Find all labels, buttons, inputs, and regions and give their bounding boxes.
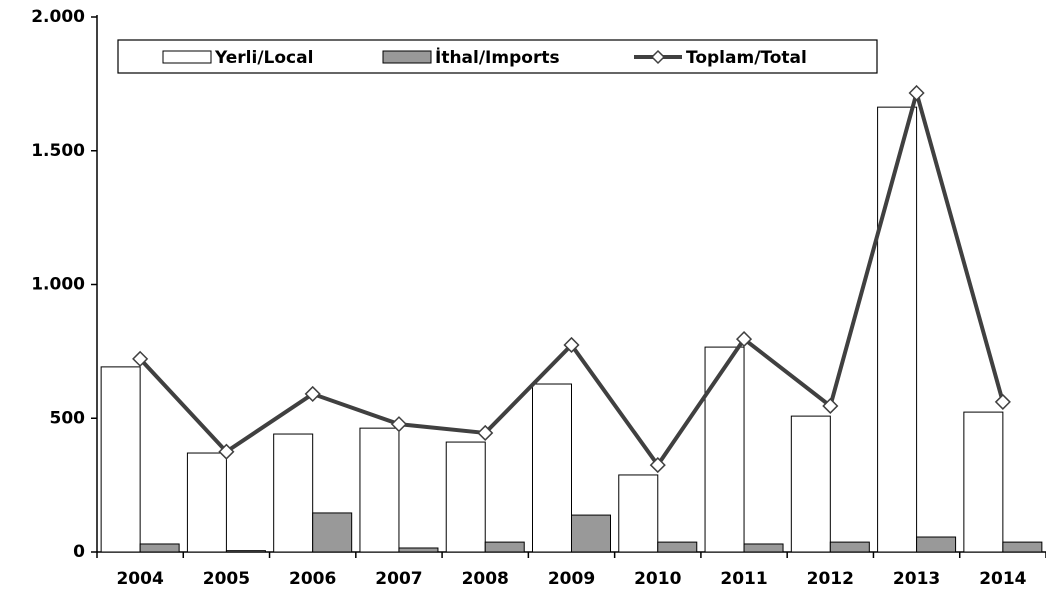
marker [477, 424, 494, 442]
x-tick-label: 2008 [462, 569, 509, 589]
bar [445, 441, 486, 553]
marker [132, 350, 149, 367]
x-tick-label: 2014 [979, 569, 1026, 589]
marker [649, 457, 666, 474]
marker [304, 385, 321, 402]
bar [532, 383, 572, 553]
bar [657, 541, 698, 553]
y-tick-label: 1.000 [31, 275, 85, 295]
bar [273, 433, 314, 553]
bar [312, 512, 353, 553]
bar [963, 411, 1004, 553]
y-tick-label: 0 [73, 542, 85, 562]
bar [186, 452, 227, 553]
marker [908, 84, 925, 102]
bar [790, 415, 831, 553]
marker [218, 443, 235, 460]
legend-label: Yerli/Local [214, 48, 313, 68]
y-tick-label: 1.500 [31, 141, 85, 161]
y-tick-label: 2.000 [31, 7, 85, 27]
bar [398, 547, 439, 553]
y-tick-label: 500 [50, 408, 86, 428]
legend-swatch [382, 50, 432, 64]
bar [100, 366, 141, 553]
bar [359, 427, 400, 553]
bar [877, 106, 918, 553]
x-tick-label: 2012 [807, 569, 854, 589]
bar [829, 541, 870, 553]
legend-swatch [162, 50, 212, 64]
bar [704, 346, 745, 553]
marker [822, 397, 839, 415]
bar [225, 550, 266, 553]
marker [563, 336, 580, 354]
legend-label: İthal/Imports [435, 46, 560, 68]
x-tick-label: 2004 [116, 569, 163, 589]
bar [484, 541, 525, 553]
x-tick-label: 2010 [634, 569, 681, 589]
x-tick-label: 2011 [720, 569, 767, 589]
legend-box [117, 39, 878, 74]
legend-label: Toplam/Total [686, 48, 807, 68]
x-tick-label: 2009 [548, 569, 595, 589]
x-tick-label: 2006 [289, 569, 336, 589]
bar [618, 474, 659, 553]
bar [139, 543, 180, 553]
bar [571, 514, 611, 553]
x-tick-label: 2013 [893, 569, 940, 589]
bar [916, 536, 957, 553]
x-tick-label: 2005 [203, 569, 250, 589]
legend-marker [650, 49, 666, 65]
marker [735, 331, 753, 348]
marker [994, 393, 1011, 410]
bar [1002, 541, 1043, 553]
x-tick-label: 2007 [375, 569, 422, 589]
bar [743, 543, 784, 553]
marker [390, 416, 408, 433]
